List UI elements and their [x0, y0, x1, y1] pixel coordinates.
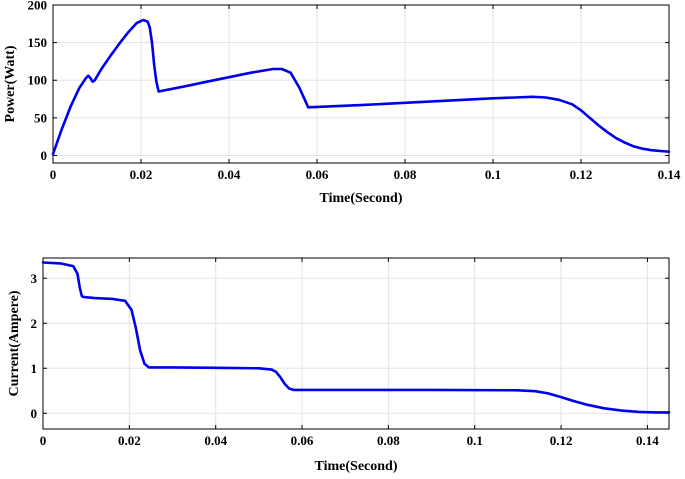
power-y-tick-label-1: 50: [34, 110, 47, 125]
current-x-tick-label-6: 0.12: [550, 433, 573, 448]
power-x-tick-label-6: 0.12: [570, 167, 593, 182]
current-y-tick-label-0: 0: [31, 406, 38, 421]
power-x-tick-label-5: 0.1: [485, 167, 501, 182]
power-y-tick-label-3: 150: [28, 35, 48, 50]
current-y-tick-label-1: 1: [31, 361, 38, 376]
power-y-tick-label-4: 200: [28, 0, 48, 13]
current-chart: 0 0.02 0.04 0.06 0.08 0.1 0.12 0.14 0 1 2 3 Time(Sec…: [7, 257, 671, 474]
current-x-tick-label-3: 0.06: [291, 433, 314, 448]
power-plot-frame: [52, 4, 670, 164]
current-y-tick-label-2: 2: [31, 316, 38, 331]
current-x-tick-label-1: 0.02: [118, 433, 141, 448]
power-x-tick-label-7: 0.14: [658, 167, 681, 182]
power-x-tick-label-2: 0.04: [218, 167, 241, 182]
power-y-tick-label-0: 0: [41, 148, 48, 163]
current-plot-frame: [42, 257, 670, 430]
power-x-tick-label-1: 0.02: [130, 167, 153, 182]
current-x-tick-label-0: 0: [40, 433, 47, 448]
power-x-tick-label-4: 0.08: [394, 167, 417, 182]
current-x-tick-label-2: 0.04: [204, 433, 227, 448]
current-y-axis-label: Current(Ampere): [7, 290, 22, 396]
power-x-tick-label-3: 0.06: [306, 167, 329, 182]
current-series-line-0: [41, 261, 671, 414]
current-x-tick-label-5: 0.1: [467, 433, 483, 448]
current-y-tick-label-3: 3: [31, 271, 38, 286]
current-x-axis-label: Time(Second): [315, 459, 398, 474]
power-y-tick-label-2: 100: [28, 73, 48, 88]
power-x-axis-label: Time(Second): [320, 191, 403, 206]
power-series-line-0: [51, 18, 671, 156]
current-x-tick-label-7: 0.14: [636, 433, 659, 448]
current-x-tick-label-4: 0.08: [377, 433, 400, 448]
power-chart: 0 0.02 0.04 0.06 0.08 0.1 0.12 0.14 0 50 100 150 200…: [3, 0, 681, 206]
power-y-axis-label: Power(Watt): [3, 45, 18, 122]
power-x-tick-label-0: 0: [50, 167, 57, 182]
